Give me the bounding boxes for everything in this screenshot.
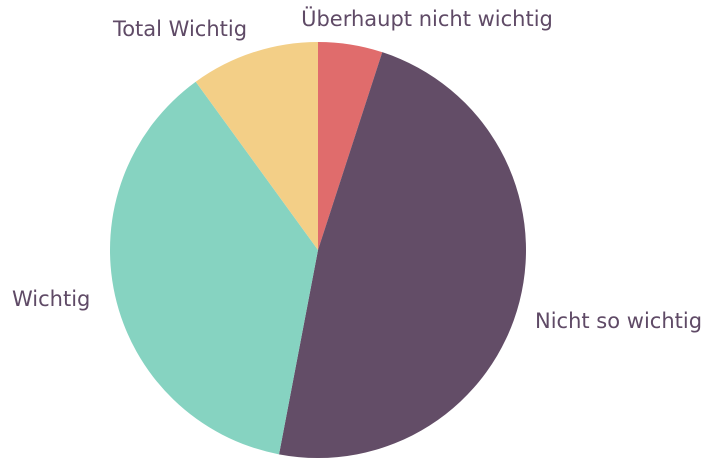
pie-slice [318, 42, 383, 250]
slice-label: Überhaupt nicht wichtig [301, 6, 553, 31]
slice-label: Nicht so wichtig [535, 309, 702, 333]
slice-label: Total Wichtig [112, 17, 247, 41]
pie-slice [195, 42, 318, 250]
pie-slice [279, 52, 527, 458]
slice-label: Wichtig [12, 287, 90, 311]
pie-slice [110, 81, 318, 455]
